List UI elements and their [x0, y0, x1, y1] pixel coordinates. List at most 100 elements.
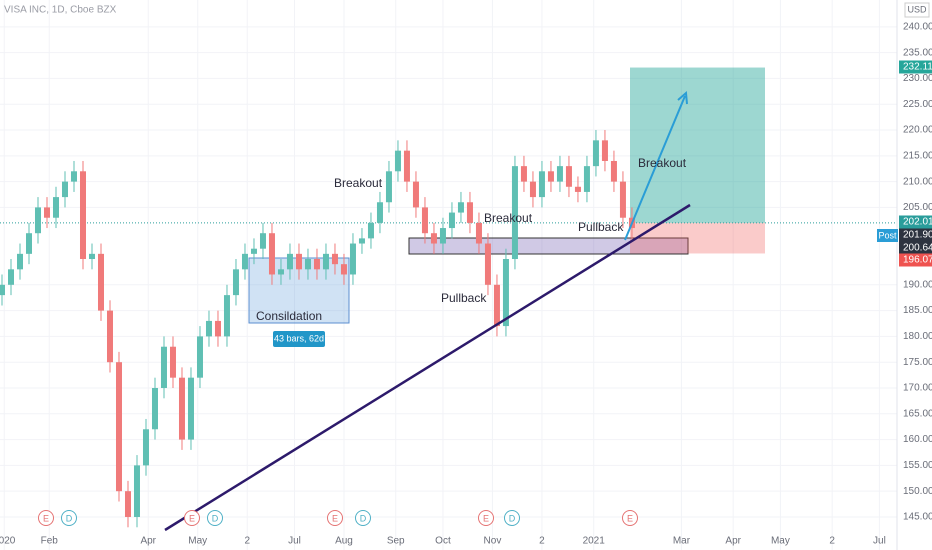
candle-body	[142, 429, 149, 466]
candle-body	[223, 295, 230, 337]
candle-body	[556, 166, 563, 182]
candle-body	[592, 140, 599, 167]
range-label: 43 bars, 62d	[274, 333, 324, 343]
candle-body	[412, 181, 419, 208]
x-tick-label: 2	[244, 536, 250, 547]
candle-body	[16, 253, 23, 270]
candle-body	[277, 269, 284, 275]
event-marker[interactable]	[622, 510, 638, 526]
candle-body	[502, 259, 509, 327]
candle-body	[187, 377, 194, 440]
x-tick-label: Nov	[484, 536, 502, 547]
event-label[interactable]: E	[627, 513, 633, 523]
event-label[interactable]: D	[509, 513, 516, 523]
event-marker[interactable]	[207, 510, 223, 526]
event-label[interactable]: D	[212, 513, 219, 523]
y-tick-label: 180.00	[903, 331, 932, 342]
event-label[interactable]: E	[189, 513, 195, 523]
currency-box[interactable]	[904, 2, 930, 18]
candle-body	[268, 233, 275, 275]
candle-body	[610, 160, 617, 182]
price-label-box	[899, 215, 932, 229]
candle-body	[61, 181, 68, 198]
y-tick-label: 160.00	[903, 434, 932, 445]
candle-body	[178, 377, 185, 440]
y-tick-label: 210.00	[903, 176, 932, 187]
candle-body	[259, 233, 266, 249]
candle-body	[133, 465, 140, 517]
candle-body	[349, 243, 356, 275]
x-tick-label: Jul	[288, 536, 301, 547]
y-tick-label: 235.00	[903, 47, 932, 58]
candle-body	[250, 248, 257, 254]
arrow	[624, 95, 686, 241]
event-marker[interactable]	[327, 510, 343, 526]
event-label[interactable]: E	[43, 513, 49, 523]
annotation: Pullback	[441, 291, 487, 305]
y-tick-label: 185.00	[903, 305, 932, 316]
x-tick-label: Apr	[725, 536, 741, 547]
y-tick-label: 155.00	[903, 460, 932, 471]
candle-body	[529, 181, 536, 198]
candle-body	[313, 259, 320, 270]
candle-body	[151, 387, 158, 430]
x-tick-label: 2021	[583, 536, 606, 547]
candle-body	[583, 166, 590, 192]
stop-zone	[630, 222, 765, 254]
candle-body	[79, 171, 86, 260]
candle-body	[169, 346, 176, 378]
candle-body	[484, 243, 491, 285]
event-marker[interactable]	[184, 510, 200, 526]
event-label[interactable]: E	[332, 513, 338, 523]
x-tick-label: Feb	[41, 536, 59, 547]
event-label[interactable]: E	[483, 513, 489, 523]
x-tick-label: 2	[829, 536, 835, 547]
candle-body	[70, 171, 77, 182]
candle-body	[0, 284, 5, 296]
candle-body	[430, 233, 437, 244]
candle-body	[493, 284, 500, 327]
candle-body	[241, 253, 248, 270]
event-marker[interactable]	[355, 510, 371, 526]
candle-body	[565, 166, 572, 187]
y-tick-label: 145.00	[903, 512, 932, 523]
event-marker[interactable]	[61, 510, 77, 526]
y-tick-label: 230.00	[903, 73, 932, 84]
event-label[interactable]: D	[66, 513, 73, 523]
candle-body	[295, 253, 302, 270]
x-tick-label: Apr	[140, 536, 156, 547]
annotation: Breakout	[638, 156, 687, 170]
x-tick-label: Sep	[387, 536, 405, 547]
event-label[interactable]: D	[360, 513, 367, 523]
event-marker[interactable]	[38, 510, 54, 526]
annotation: Pullback	[578, 220, 624, 234]
candle-body	[88, 253, 95, 260]
candle-body	[466, 202, 473, 223]
post-label: Post	[878, 230, 897, 240]
event-marker[interactable]	[478, 510, 494, 526]
y-tick-label: 215.00	[903, 150, 932, 161]
post-badge	[877, 229, 898, 242]
candle-body	[304, 259, 311, 270]
price-label: 201.90	[903, 230, 932, 241]
event-marker[interactable]	[504, 510, 520, 526]
price-label: 202.01	[903, 217, 932, 228]
target-zone	[630, 67, 765, 223]
x-tick-label: 2	[539, 536, 545, 547]
candle-body	[457, 202, 464, 213]
currency[interactable]: USD	[907, 4, 927, 14]
price-label: 200.64	[903, 243, 932, 254]
y-tick-label: 190.00	[903, 279, 932, 290]
y-tick-label: 205.00	[903, 202, 932, 213]
price-label: 196.07	[903, 255, 932, 266]
range-badge	[273, 331, 325, 347]
candle-body	[43, 207, 50, 218]
candle-body	[421, 207, 428, 234]
candle-body	[367, 222, 374, 239]
x-tick-label: Aug	[335, 536, 353, 547]
y-tick-label: 220.00	[903, 125, 932, 136]
x-tick-label: May	[188, 536, 207, 547]
candle-body	[97, 253, 104, 311]
candle-body	[7, 269, 14, 285]
